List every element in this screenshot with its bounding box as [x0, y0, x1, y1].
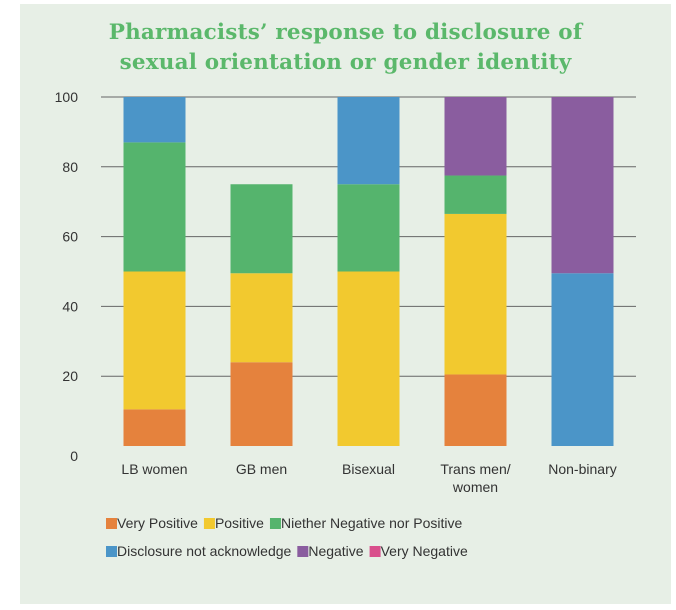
- x-category-label: Bisexual: [342, 461, 395, 477]
- bar-segment: [230, 184, 293, 274]
- bar-segment: [337, 184, 400, 272]
- y-tick-label: 60: [62, 229, 78, 245]
- legend-label: Disclosure not acknowledge: [117, 543, 292, 559]
- bar-segment: [444, 175, 507, 214]
- x-category-label: Non-binary: [548, 461, 616, 477]
- legend-swatch: [297, 546, 309, 557]
- x-category-label: Trans men/: [440, 461, 510, 477]
- y-tick-label: 40: [62, 298, 78, 314]
- bar-segments: [123, 97, 614, 446]
- legend-swatch: [369, 546, 381, 557]
- x-axis-labels: LB women GB men Bisexual Trans men/women Non…: [121, 461, 616, 495]
- y-tick-label: 0: [70, 448, 78, 464]
- bar-segment: [551, 97, 614, 274]
- legend-label: Negative: [308, 543, 363, 559]
- legend-label: Positive: [215, 515, 264, 531]
- bar-segment: [123, 271, 186, 410]
- legend-swatch: [106, 518, 117, 529]
- y-tick-label: 80: [62, 159, 78, 175]
- bar-segment: [230, 273, 293, 363]
- x-category-label: women: [452, 479, 498, 495]
- x-category-label: LB women: [121, 461, 187, 477]
- legend-swatch: [203, 518, 215, 529]
- legend-label: Very Positive: [117, 515, 198, 531]
- y-tick-label: 20: [62, 368, 78, 384]
- bar-segment: [444, 213, 507, 375]
- chart-title-line-1: Pharmacists’ response to disclosure of: [108, 20, 583, 45]
- legend-label: Niether Negative nor Positive: [281, 515, 463, 531]
- bar-segment: [444, 97, 507, 176]
- y-axis-ticks: 0 20 40 60 80 100: [55, 89, 79, 464]
- legend: Very Positive Positive Niether Negative no…: [106, 515, 468, 559]
- bar-segment: [123, 97, 186, 143]
- bar-segment: [337, 271, 400, 446]
- legend-swatch: [269, 518, 281, 529]
- bar-segment: [123, 142, 186, 272]
- legend-label: Very Negative: [381, 543, 468, 559]
- bar-segment: [337, 97, 400, 185]
- legend-swatch: [106, 546, 117, 557]
- chart-title: Pharmacists’ response to disclosure of s…: [20, 18, 671, 78]
- bar-segment: [123, 409, 186, 446]
- chart-title-line-2: sexual orientation or gender identity: [119, 50, 572, 75]
- x-category-label: GB men: [236, 461, 287, 477]
- y-tick-label: 100: [55, 89, 79, 105]
- bar-segment: [444, 374, 507, 446]
- bar-segment: [230, 362, 293, 446]
- bar-segment: [551, 273, 614, 446]
